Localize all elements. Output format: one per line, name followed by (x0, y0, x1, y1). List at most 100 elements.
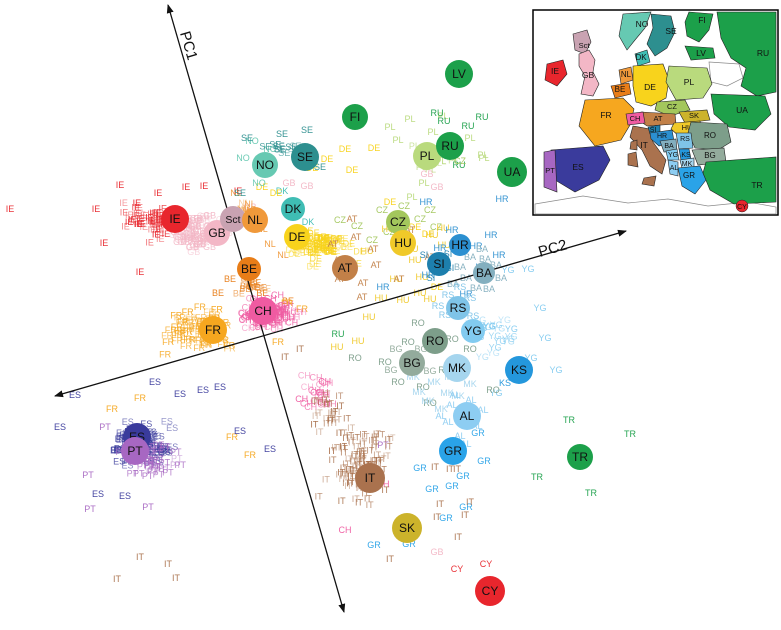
sample-label: PT (149, 461, 161, 471)
sample-label: IT (371, 455, 380, 465)
sample-label: IE (136, 217, 145, 227)
map-label-SK: SK (689, 111, 699, 120)
sample-label: GR (459, 502, 473, 512)
sample-label: ES (148, 447, 160, 457)
map-region-CH (625, 111, 646, 126)
sample-label: RO (348, 353, 362, 363)
sample-label: DE (336, 234, 349, 244)
sample-label: GR (425, 484, 439, 494)
sample-label: CH (276, 307, 289, 317)
sample-label: GB (180, 233, 193, 243)
map-label-IT: IT (640, 140, 648, 150)
sample-label: FR (159, 350, 171, 360)
sample-label: YG (502, 336, 515, 346)
sample-label: BA (495, 273, 507, 283)
country-circle-PL (413, 142, 441, 170)
sample-label: RU (453, 160, 466, 170)
sample-label: IE (151, 218, 160, 228)
sample-label: PL (384, 122, 395, 132)
sample-label: FR (177, 326, 189, 336)
sample-label: IT (336, 469, 345, 479)
sample-label: FR (182, 307, 194, 317)
sample-label: CZ (430, 222, 442, 232)
country-circle-label-YG: YG (464, 324, 481, 338)
sample-label: IE (147, 216, 156, 226)
sample-label: SE (285, 142, 297, 152)
sample-label: YG (549, 365, 562, 375)
sample-label: ES (154, 443, 166, 453)
sample-label: CH (300, 398, 313, 408)
sample-label: YG (489, 388, 502, 398)
country-circle-label-MK: MK (448, 361, 466, 375)
map-label-PT: PT (545, 166, 555, 175)
sample-label: IE (200, 181, 209, 191)
sample-label: DE (332, 236, 345, 246)
sample-label: CH (275, 307, 288, 317)
sample-label: DE (321, 154, 334, 164)
sample-label: ES (113, 457, 125, 467)
sample-label: PL (409, 141, 420, 151)
sample-label: YG (501, 265, 514, 275)
sample-label: GB (189, 222, 202, 232)
country-circle-label-BE: BE (241, 262, 257, 276)
sample-label: IE (134, 219, 143, 229)
sample-label: DE (340, 242, 353, 252)
sample-label: YG (493, 336, 506, 346)
sample-label: ES (147, 441, 159, 451)
sample-label: MK (434, 404, 448, 414)
sample-label: GB (174, 234, 187, 244)
sample-label: DE (299, 245, 312, 255)
sample-label: IT (352, 433, 361, 443)
sample-label: CH (316, 380, 329, 390)
sample-label: GB (183, 229, 196, 239)
sample-label: CH (318, 397, 331, 407)
sample-label: IT (349, 456, 358, 466)
sample-label: FR (226, 432, 238, 442)
sample-label: IE (133, 209, 142, 219)
country-circle-RO (422, 328, 448, 354)
sample-label: IE (116, 180, 125, 190)
sample-label: GR (439, 513, 453, 523)
sample-label: IE (234, 186, 243, 196)
sample-label: DE (308, 247, 321, 257)
sample-label: IT (346, 471, 355, 481)
country-circle-label-GB: GB (208, 226, 225, 240)
country-circle-label-SK: SK (399, 521, 415, 535)
sample-label: FR (161, 331, 173, 341)
sample-label: IT (375, 458, 384, 468)
sample-label: GB (188, 220, 201, 230)
sample-label: PL (437, 111, 448, 121)
sample-label: RO (391, 377, 405, 387)
sample-label: PT (142, 502, 154, 512)
sample-label: RU (332, 329, 345, 339)
sample-label: PL (404, 114, 415, 124)
sample-label: HU (409, 255, 422, 265)
sample-label: MK (440, 388, 454, 398)
sample-label: BA (454, 262, 466, 272)
sample-label: YG (538, 333, 551, 343)
sample-label: CH (324, 399, 337, 409)
map-label-RS: RS (680, 136, 690, 143)
sample-label: CZ (383, 227, 395, 237)
sample-label: IE (156, 211, 165, 221)
sample-label: BA (479, 254, 491, 264)
sample-label: IT (136, 552, 145, 562)
sample-label: CH (285, 318, 298, 328)
sample-label: IT (353, 442, 362, 452)
sample-label: BE (256, 288, 268, 298)
sample-label: DE (302, 239, 315, 249)
sample-label: GB (174, 232, 187, 242)
sample-label: CH (287, 312, 300, 322)
sample-label: IT (371, 456, 380, 466)
sample-label: IE (147, 209, 156, 219)
sample-label: CH (316, 388, 329, 398)
sample-label: YG (502, 334, 515, 344)
sample-label: CH (282, 312, 295, 322)
sample-label: IT (359, 452, 368, 462)
map-region-AL (667, 159, 679, 177)
sample-label: DE (325, 246, 338, 256)
map-label-PL: PL (684, 77, 695, 87)
sample-label: AT (328, 239, 339, 249)
